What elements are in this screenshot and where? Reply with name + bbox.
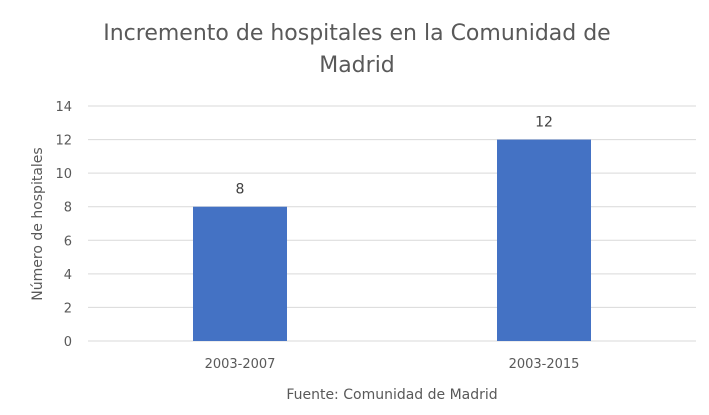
y-tick-label: 0 (64, 335, 72, 350)
x-axis-label: Fuente: Comunidad de Madrid (286, 387, 497, 403)
y-tick-label: 8 (64, 201, 72, 216)
y-tick-label: 10 (55, 167, 72, 182)
y-axis-label: Número de hospitales (30, 147, 46, 300)
y-tick-label: 4 (64, 268, 72, 283)
chart-title-line-2: Madrid (319, 53, 395, 78)
bar (497, 139, 591, 341)
y-tick-label: 12 (55, 134, 72, 149)
data-label: 12 (535, 115, 553, 131)
x-tick-label: 2003-2007 (205, 357, 276, 372)
y-tick-label: 14 (55, 100, 72, 115)
y-tick-label: 2 (64, 301, 72, 316)
data-label: 8 (236, 182, 245, 198)
chart-title-line-1: Incremento de hospitales en la Comunidad… (103, 21, 610, 46)
x-tick-label: 2003-2015 (509, 357, 580, 372)
y-tick-label: 6 (64, 234, 72, 249)
bar (193, 206, 287, 341)
